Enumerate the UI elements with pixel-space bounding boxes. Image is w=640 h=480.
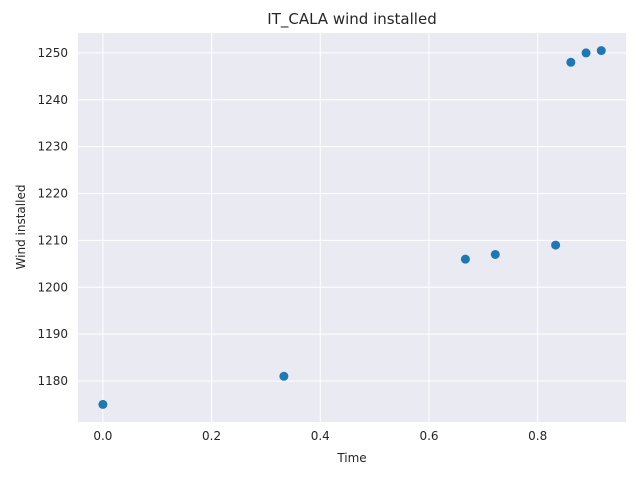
data-point — [551, 240, 561, 250]
data-point — [596, 46, 606, 56]
y-gridlines — [78, 52, 626, 382]
y-tick-label: 1240 — [37, 93, 68, 107]
y-tick-label: 1230 — [37, 140, 68, 154]
x-gridlines — [102, 33, 539, 422]
y-tick-label: 1190 — [37, 327, 68, 341]
x-tick-labels: 0.0 0.2 0.4 0.6 0.8 — [93, 429, 547, 443]
y-tick-label: 1180 — [37, 374, 68, 388]
data-point — [98, 399, 108, 409]
y-axis-label: Wind installed — [14, 185, 28, 270]
y-tick-label: 1200 — [37, 280, 68, 294]
x-axis-label: Time — [336, 451, 366, 465]
scatter-points — [98, 46, 606, 409]
x-tick-label: 0.2 — [202, 429, 221, 443]
data-point — [566, 57, 576, 67]
x-tick-label: 0.4 — [311, 429, 330, 443]
y-tick-label: 1220 — [37, 187, 68, 201]
x-tick-label: 0.0 — [93, 429, 112, 443]
plot-background — [78, 33, 626, 422]
chart-title: IT_CALA wind installed — [267, 10, 436, 29]
y-tick-labels: 1180 1190 1200 1210 1220 1230 1240 1250 — [37, 46, 68, 388]
x-tick-label: 0.8 — [528, 429, 547, 443]
data-point — [581, 48, 591, 58]
x-tick-label: 0.6 — [419, 429, 438, 443]
data-point — [490, 249, 500, 259]
y-tick-label: 1250 — [37, 46, 68, 60]
y-tick-label: 1210 — [37, 233, 68, 247]
data-point — [460, 254, 470, 264]
data-point — [279, 371, 289, 381]
